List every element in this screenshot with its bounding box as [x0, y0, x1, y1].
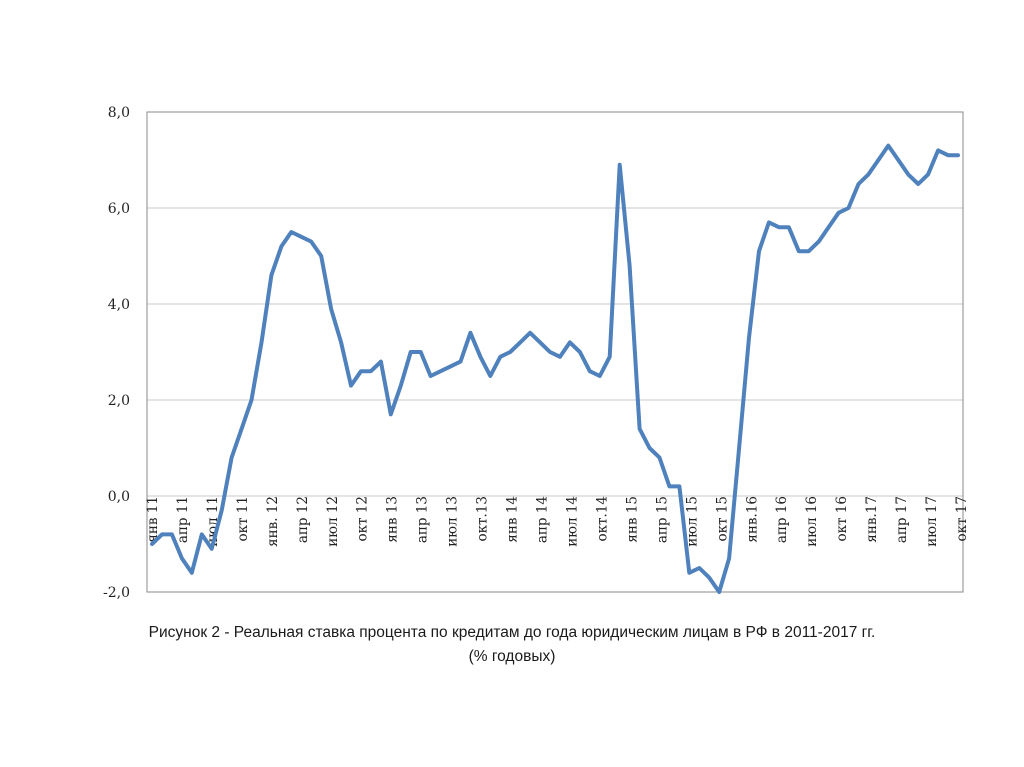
x-tick-label: апр 13	[415, 496, 431, 543]
caption-line-1: Рисунок 2 - Реальная ставка процента по …	[148, 624, 876, 641]
x-tick-label: апр 11	[175, 496, 191, 543]
x-tick-label: апр 16	[774, 496, 790, 543]
x-tick-label: апр 17	[894, 496, 910, 543]
x-tick-label: июл 16	[804, 496, 820, 547]
x-axis-ticks: янв 11 апр 11 июл 11 окт 11 янв. 12 апр 12 июл…	[145, 496, 970, 547]
x-tick-label: янв 13	[385, 496, 401, 543]
x-tick-label: июл 13	[445, 496, 461, 547]
y-tick-label: 6,0	[108, 201, 130, 217]
x-tick-label: янв 11	[145, 496, 161, 543]
x-tick-label: июл 12	[325, 496, 341, 547]
figure-caption: Рисунок 2 - Реальная ставка процента по …	[0, 621, 1024, 669]
x-tick-label: окт 16	[834, 496, 850, 542]
series-line	[150, 143, 960, 594]
x-tick-label: апр 14	[535, 496, 551, 543]
x-tick-label: окт 11	[235, 496, 251, 542]
x-tick-label: окт.13	[475, 496, 491, 542]
y-tick-label: 2,0	[108, 393, 130, 409]
series	[150, 143, 960, 594]
y-tick-label: 8,0	[108, 105, 130, 121]
x-tick-label: янв 15	[624, 496, 640, 543]
x-tick-label: июл 14	[564, 496, 580, 547]
y-axis-ticks: 8,0 6,0 4,0 2,0 0,0 -2,0	[103, 105, 130, 601]
x-tick-label: янв 14	[505, 496, 521, 543]
x-tick-label: июл 15	[684, 496, 700, 547]
x-tick-label: окт 15	[714, 496, 730, 542]
x-tick-label: окт 17	[954, 496, 970, 542]
x-tick-label: янв.16	[744, 496, 760, 543]
x-tick-label: апр 15	[654, 496, 670, 543]
plot-area-frame	[146, 111, 964, 593]
caption-line-2: (% годовых)	[468, 648, 556, 665]
x-tick-label: июл 17	[924, 496, 940, 547]
y-tick-label: 0,0	[108, 489, 130, 505]
x-tick-label: янв.17	[864, 496, 880, 543]
y-tick-label: -2,0	[103, 585, 130, 601]
x-tick-label: апр 12	[295, 496, 311, 543]
x-tick-label: окт.14	[594, 496, 610, 542]
y-tick-label: 4,0	[108, 297, 130, 313]
x-tick-label: окт 12	[355, 496, 371, 542]
x-tick-label: янв. 12	[265, 496, 281, 547]
